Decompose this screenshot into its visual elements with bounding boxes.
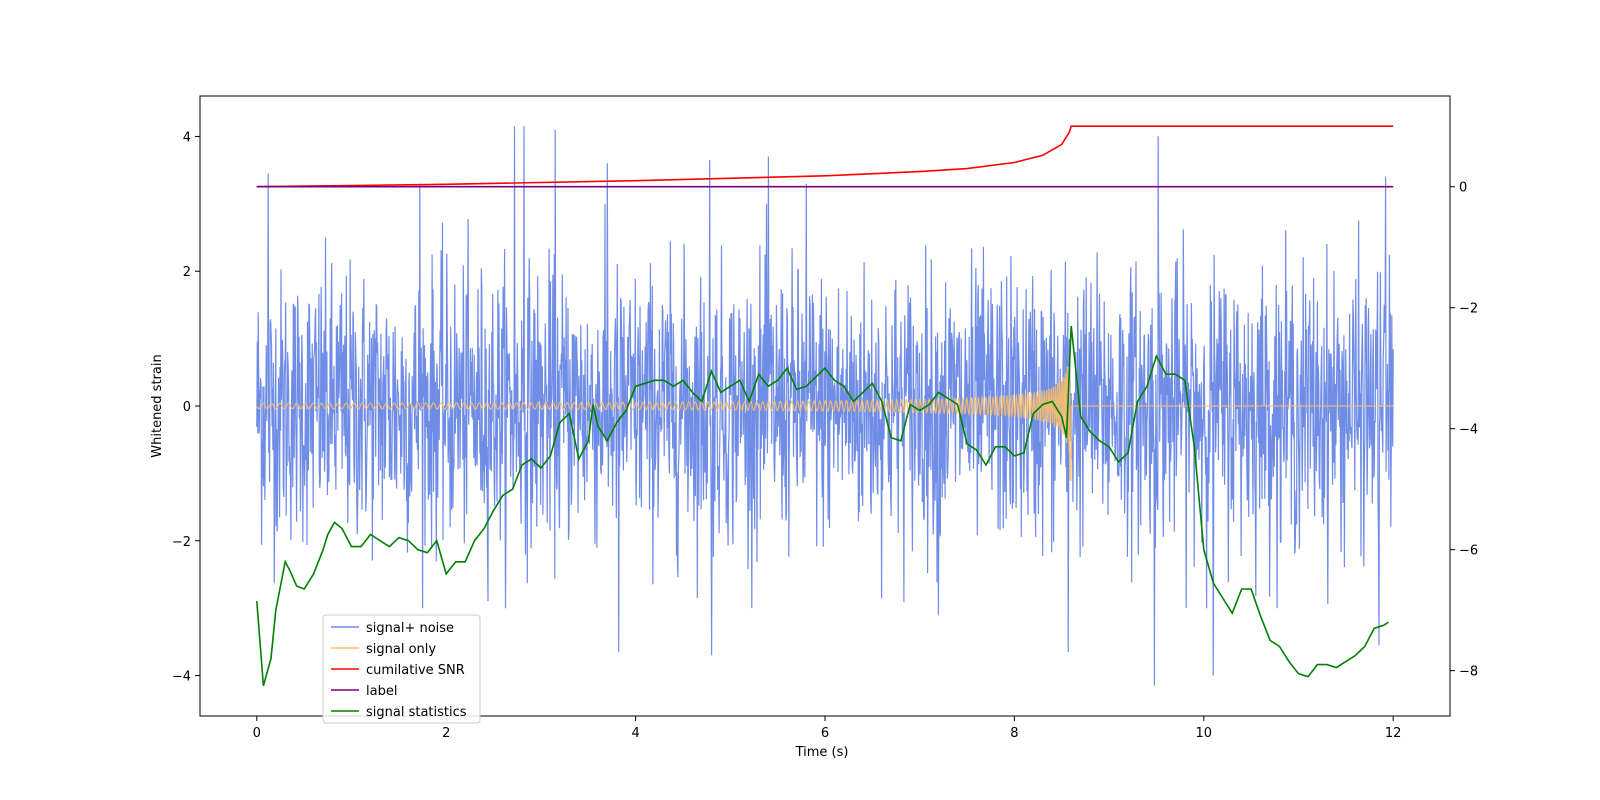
series-signal-only [256, 364, 1394, 481]
series-signal-statistics [256, 325, 1389, 687]
y-tick-label: 2 [183, 265, 191, 280]
series-line [256, 125, 1394, 188]
y-tick-label: −4 [172, 670, 191, 685]
y-tick-label: 0 [183, 400, 191, 415]
series-cumilative-snr [256, 125, 1394, 188]
y-tick-label: −2 [172, 535, 191, 550]
legend-item: label [331, 684, 397, 699]
legend-label: cumilative SNR [366, 663, 465, 678]
y-axis-label: Whitened strain [150, 354, 165, 457]
y2-tick-label: 0 [1459, 181, 1467, 196]
x-tick-label: 4 [631, 726, 639, 741]
legend: signal+ noise signal only cumilative SNR la… [322, 614, 481, 724]
series-line [256, 364, 1394, 481]
legend-box [322, 614, 481, 724]
legend-item: signal+ noise [331, 621, 454, 636]
x-tick-label: 12 [1385, 726, 1402, 741]
plot-area [256, 125, 1394, 687]
series-signal-noise [256, 126, 1394, 686]
x-tick-label: 0 [253, 726, 261, 741]
x-tick-label: 2 [442, 726, 450, 741]
legend-item: signal only [331, 642, 436, 657]
x-tick-label: 8 [1010, 726, 1018, 741]
legend-label: signal statistics [366, 705, 467, 720]
y2-tick-label: −2 [1459, 302, 1478, 317]
x-tick-label: 6 [821, 726, 829, 741]
y2-tick-label: −8 [1459, 665, 1478, 680]
legend-label: signal+ noise [366, 621, 454, 636]
axis-ticks: 0 2 4 6 8 10 12 −4 −2 0 2 4 −8 −6 −4 −2 0 [172, 130, 1478, 741]
y2-tick-label: −4 [1459, 423, 1478, 438]
x-tick-label: 10 [1196, 726, 1213, 741]
series-line [256, 325, 1389, 687]
legend-item: signal statistics [331, 705, 467, 720]
series-line [256, 126, 1394, 686]
legend-label: signal only [366, 642, 436, 657]
legend-label: label [366, 684, 397, 699]
legend-item: cumilative SNR [331, 663, 465, 678]
y2-tick-label: −6 [1459, 544, 1478, 559]
y-tick-label: 4 [183, 130, 191, 145]
x-axis-label: Time (s) [795, 745, 849, 760]
